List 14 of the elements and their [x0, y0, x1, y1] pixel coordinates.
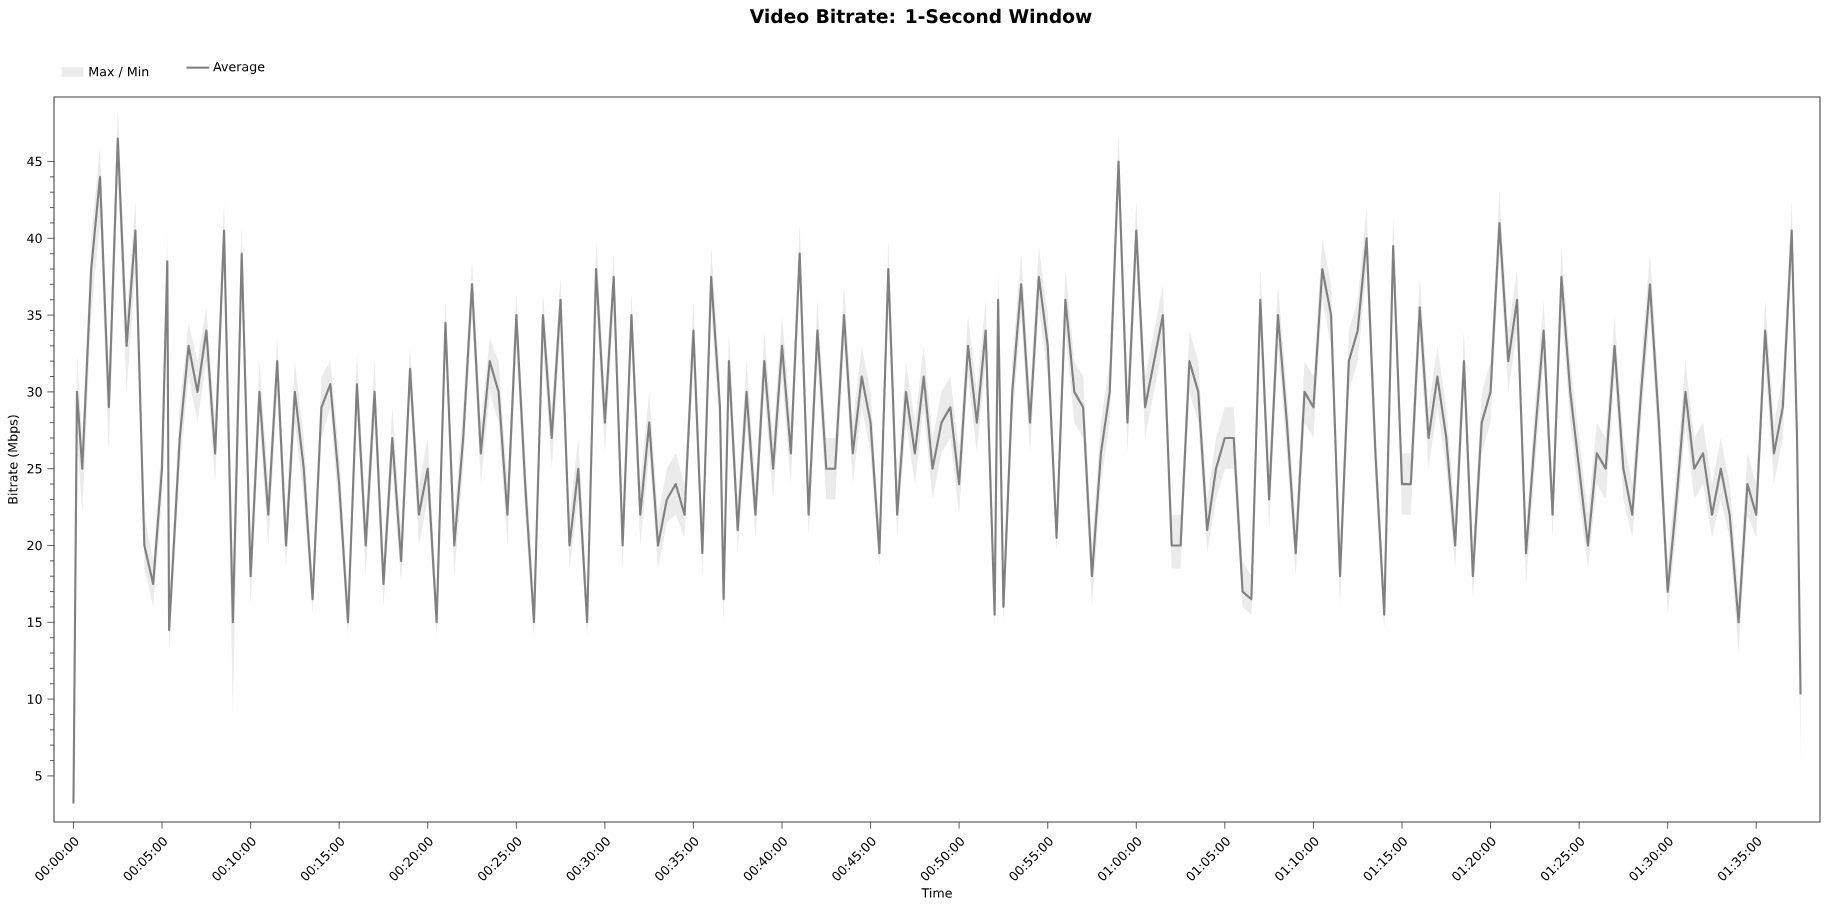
y-tick-label: 30 [27, 387, 42, 397]
x-axis-title: Time [921, 887, 952, 898]
y-tick-label: 20 [27, 540, 42, 551]
y-tick-label: 40 [27, 233, 42, 244]
y-tick-label: 45 [27, 156, 42, 167]
y-tick-label: 35 [27, 310, 42, 320]
legend-label: Average [213, 62, 265, 74]
chart-title: Video Bitrate: 1-Second Window [749, 8, 1092, 24]
y-tick-label: 10 [27, 694, 42, 704]
y-tick-label: 25 [27, 463, 42, 474]
y-tick-label: 15 [27, 617, 42, 628]
y-tick-label: 5 [35, 771, 42, 781]
y-axis-title: Bitrate (Mbps) [7, 415, 21, 504]
text: Max / Min [89, 66, 149, 78]
